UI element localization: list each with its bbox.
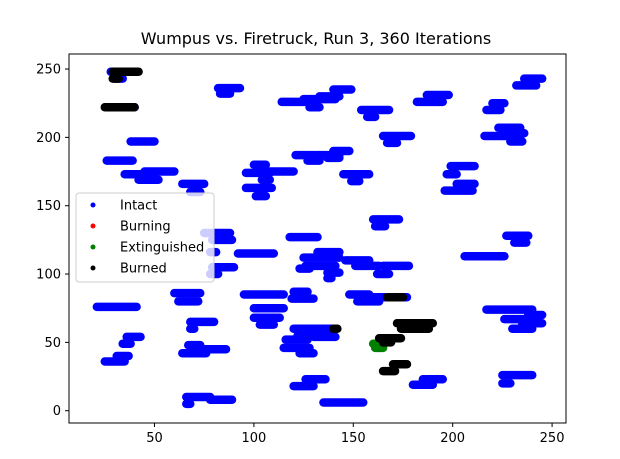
x-tick-label: 200 bbox=[440, 431, 465, 446]
x-tick-label: 100 bbox=[241, 431, 266, 446]
x-tick-label: 250 bbox=[540, 431, 565, 446]
x-tick-label: 150 bbox=[341, 431, 366, 446]
legend: Intact Burning Extinguished Burned bbox=[75, 192, 215, 283]
y-tick-label: 250 bbox=[36, 63, 61, 78]
legend-label-extinguished: Extinguished bbox=[120, 241, 204, 256]
y-tick-label: 100 bbox=[36, 268, 61, 283]
x-axis: 50 100 150 200 250 bbox=[146, 423, 564, 446]
legend-marker-extinguished bbox=[90, 244, 96, 250]
legend-marker-intact bbox=[90, 202, 96, 208]
y-tick-label: 200 bbox=[36, 131, 61, 146]
series-extinguished bbox=[368, 339, 388, 353]
series-burned bbox=[100, 67, 438, 376]
plot-frame bbox=[68, 53, 567, 424]
legend-label-burned: Burned bbox=[120, 262, 167, 277]
legend-marker-burned bbox=[90, 265, 96, 271]
series-intact bbox=[92, 67, 547, 409]
legend-marker-burning bbox=[90, 223, 96, 229]
plot-marks bbox=[92, 67, 547, 409]
y-tick-label: 0 bbox=[53, 404, 61, 419]
legend-box bbox=[75, 192, 215, 283]
y-axis: 0 50 100 150 200 250 bbox=[36, 63, 69, 419]
y-tick-label: 50 bbox=[44, 336, 61, 351]
legend-label-burning: Burning bbox=[120, 220, 171, 235]
legend-label-intact: Intact bbox=[120, 199, 157, 214]
x-tick-label: 50 bbox=[146, 431, 163, 446]
chart-title: Wumpus vs. Firetruck, Run 3, 360 Iterati… bbox=[141, 29, 491, 48]
y-tick-label: 150 bbox=[36, 199, 61, 214]
